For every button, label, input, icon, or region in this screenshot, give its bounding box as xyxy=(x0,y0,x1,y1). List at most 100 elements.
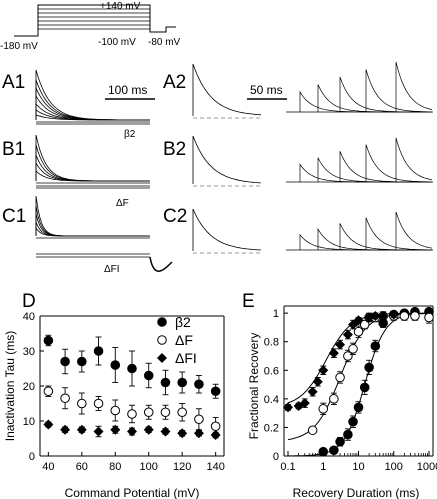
data-point xyxy=(364,362,374,373)
data-point xyxy=(299,398,310,409)
legend-marker xyxy=(157,353,167,363)
y-tick-label: 1 xyxy=(273,308,279,320)
protocol-label: -100 mV xyxy=(98,37,136,48)
protocol-label: +140 mV xyxy=(100,1,141,12)
scale-bar-right-label: 50 ms xyxy=(250,83,283,97)
x-tick-label: 140 xyxy=(206,461,224,473)
data-point xyxy=(307,386,318,397)
trace-b2 xyxy=(192,135,262,184)
trace-c1 xyxy=(35,195,150,237)
data-point xyxy=(93,426,104,437)
x-tick-label: 40 xyxy=(42,461,54,473)
recovery-trace xyxy=(339,76,432,113)
voltage-protocol: +140 mV -180 mV -100 mV -80 mV xyxy=(0,1,181,52)
y-ticks: 0 0.2 0.4 0.6 0.8 1 xyxy=(264,308,288,463)
x-axis-label: Command Potential (mV) xyxy=(65,486,200,499)
data-point xyxy=(424,312,434,323)
data-point xyxy=(143,370,154,381)
legend-label: ΔF xyxy=(175,332,193,348)
data-point xyxy=(177,407,187,418)
scale-bar-left-label: 100 ms xyxy=(108,83,147,97)
data-point xyxy=(318,446,329,457)
data-point xyxy=(353,402,364,413)
recovery-trace xyxy=(339,223,432,251)
condition-label-df: ΔF xyxy=(116,198,129,209)
data-point xyxy=(43,335,54,346)
condition-label-dfi: ΔFI xyxy=(104,264,120,275)
recovery-trace xyxy=(365,144,432,183)
data-marks xyxy=(283,306,434,457)
data-point xyxy=(127,363,137,374)
protocol-trace xyxy=(14,4,176,37)
data-point xyxy=(110,424,121,435)
trace-c1-tail xyxy=(149,256,173,272)
x-tick-label: 60 xyxy=(76,461,88,473)
data-point xyxy=(335,436,345,447)
y-tick-label: 20 xyxy=(23,381,35,393)
y-axis-label: Inactivation Tau (ms) xyxy=(3,331,17,442)
trace-a2 xyxy=(192,63,262,116)
data-point xyxy=(177,428,188,439)
data-point xyxy=(370,311,381,321)
data-point xyxy=(110,360,121,370)
data-point xyxy=(359,382,370,393)
x-tick-label: 100 xyxy=(385,461,403,473)
data-point xyxy=(342,329,353,340)
data-point xyxy=(110,405,121,416)
y-tick-label: 10 xyxy=(23,416,35,428)
data-point xyxy=(348,416,358,427)
x-tick-label: 1 xyxy=(320,461,326,473)
trace-c1 xyxy=(35,213,150,237)
data-point xyxy=(160,426,171,437)
trace-c1 xyxy=(35,205,150,237)
data-point xyxy=(329,394,339,404)
data-point xyxy=(359,319,370,330)
x-tick-label: 120 xyxy=(173,461,191,473)
data-point xyxy=(343,351,353,361)
y-tick-label: 0.8 xyxy=(264,337,279,349)
recovery-trace xyxy=(365,217,433,251)
data-point xyxy=(318,365,329,376)
data-point xyxy=(160,377,171,388)
data-point xyxy=(283,402,293,413)
trace-a1 xyxy=(35,103,150,121)
panel-label-c2: C2 xyxy=(163,206,187,227)
y-tick-label: 0.4 xyxy=(264,394,279,406)
data-point xyxy=(335,339,346,350)
data-point xyxy=(77,398,87,409)
data-point xyxy=(353,315,364,326)
data-point xyxy=(160,407,171,418)
data-point xyxy=(328,348,339,359)
recovery-trace xyxy=(395,211,433,250)
data-point xyxy=(307,425,318,436)
data-point xyxy=(312,376,323,387)
recovery-trace xyxy=(317,227,432,251)
data-point xyxy=(193,428,204,439)
data-point xyxy=(348,344,358,354)
panel-label-e: E xyxy=(242,291,255,312)
data-point xyxy=(127,409,137,419)
panel-label-d: D xyxy=(22,291,36,312)
panel-label-a2: A2 xyxy=(163,72,186,93)
protocol-label: -80 mV xyxy=(148,37,181,48)
trace-b1 xyxy=(35,144,150,182)
legend-marker xyxy=(157,317,167,327)
chart-inactivation-tau: D Command Potential (mV) Inactivation Ta… xyxy=(3,291,225,499)
data-point xyxy=(210,386,221,397)
x-tick-label: 10 xyxy=(352,461,364,473)
panel-label-a1: A1 xyxy=(2,72,25,93)
data-point xyxy=(329,445,339,456)
condition-label-b2: β2 xyxy=(124,129,136,140)
data-point xyxy=(194,379,204,390)
data-point xyxy=(60,424,71,435)
recovery-trace xyxy=(317,84,432,113)
data-point xyxy=(60,393,70,404)
data-point xyxy=(210,421,221,432)
data-point xyxy=(318,404,329,414)
data-point xyxy=(127,426,137,437)
y-ticks: 0 10 20 30 40 xyxy=(23,311,44,463)
legend-label: β2 xyxy=(175,314,191,330)
data-point xyxy=(410,311,420,321)
